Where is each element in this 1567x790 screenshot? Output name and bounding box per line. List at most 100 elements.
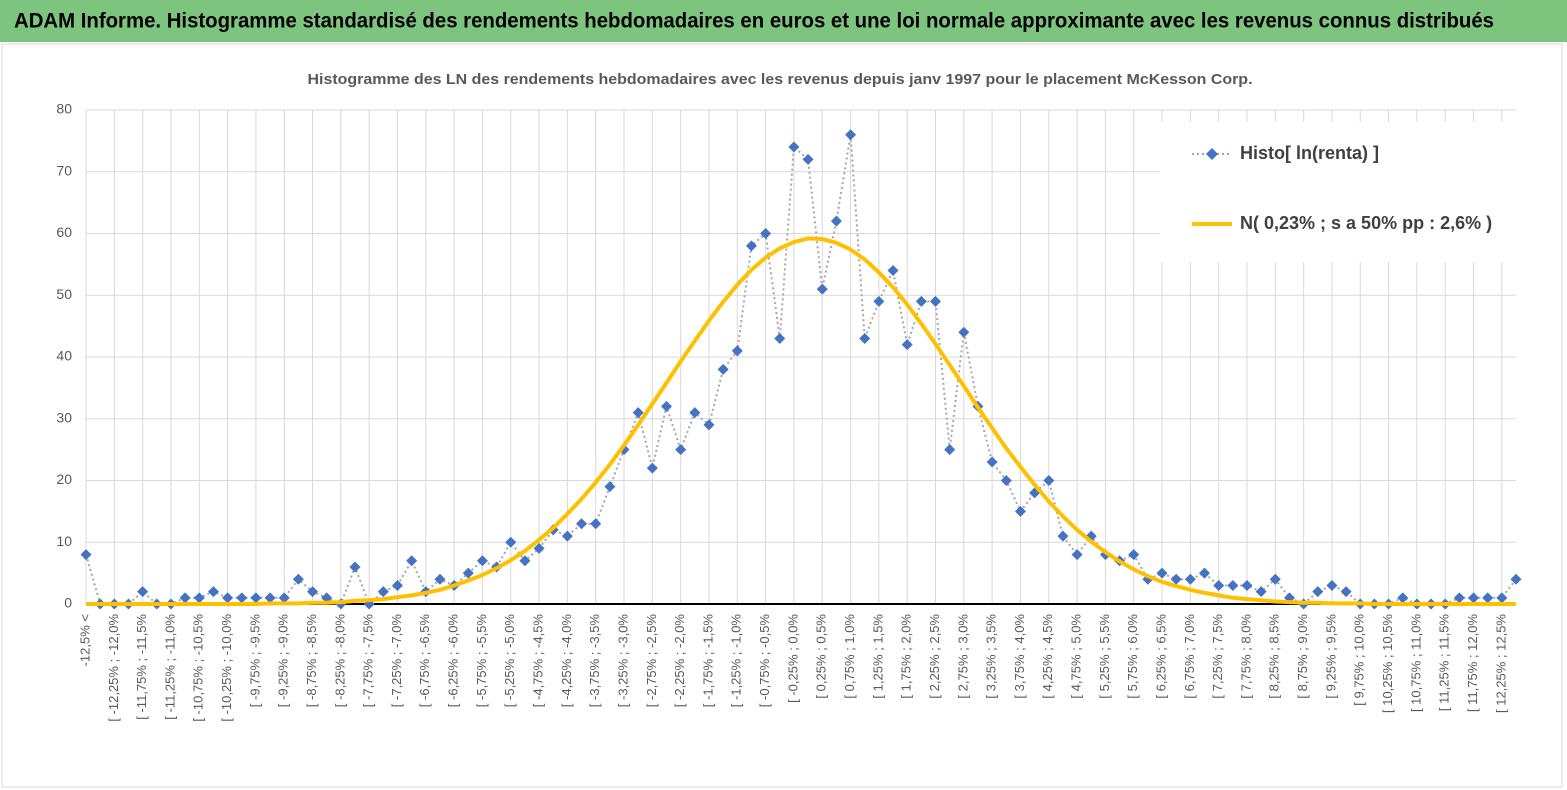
y-tick-label: 50 (56, 286, 72, 302)
data-point (533, 542, 545, 554)
data-point (717, 363, 729, 375)
y-tick-label: 40 (56, 348, 72, 364)
legend-box (1160, 122, 1516, 262)
x-tick-label: [ -2,75% ; -2,5% (644, 614, 659, 708)
data-point (802, 153, 814, 165)
data-point (887, 265, 899, 277)
data-point (1227, 579, 1239, 591)
x-tick-label: [ -6,75% ; -6,5% (417, 614, 432, 708)
data-point (604, 481, 616, 493)
data-point (675, 444, 687, 456)
data-point (561, 530, 573, 542)
data-point (236, 592, 248, 604)
x-tick-label: [ 5,25% ; 5,5% (1097, 614, 1112, 699)
data-point (1057, 530, 1069, 542)
data-point (576, 518, 588, 530)
data-point (250, 592, 262, 604)
data-point (292, 573, 304, 585)
data-point (278, 592, 290, 604)
data-point (1269, 573, 1281, 585)
x-tick-label: [ 3,75% ; 4,0% (1012, 614, 1027, 699)
x-tick-label: [ 9,25% ; 9,5% (1323, 614, 1338, 699)
x-tick-label: [ -11,25% ; -11,0% (162, 614, 177, 720)
x-tick-label: [ -8,25% ; -8,0% (332, 614, 347, 708)
data-point (519, 555, 531, 567)
x-tick-label: [ -1,75% ; -1,5% (700, 614, 715, 708)
data-point (1071, 549, 1083, 561)
x-tick-label: [ -12,25% ; -12,0% (106, 614, 121, 722)
data-point (689, 407, 701, 419)
x-tick-label: [ -4,75% ; -4,5% (531, 614, 546, 708)
data-point (1170, 573, 1182, 585)
data-point (745, 240, 757, 252)
data-point (264, 592, 276, 604)
data-point (590, 518, 602, 530)
data-point (1340, 586, 1352, 598)
x-tick-label: [ -6,25% ; -6,0% (446, 614, 461, 708)
legend-label: N( 0,23% ; s a 50% pp : 2,6% ) (1240, 213, 1492, 233)
data-point (944, 444, 956, 456)
x-tick-label: [ -8,75% ; -8,5% (304, 614, 319, 708)
data-point (632, 407, 644, 419)
data-point (1468, 592, 1480, 604)
x-tick-label: [ -11,75% ; -11,5% (134, 614, 149, 720)
data-point (816, 283, 828, 295)
y-tick-label: 10 (56, 533, 72, 549)
header-title: ADAM Informe. Histogramme standardisé de… (14, 10, 1494, 33)
data-point (1496, 592, 1508, 604)
data-point (646, 462, 658, 474)
legend-marker (1206, 148, 1218, 160)
x-tick-label: [ -7,75% ; -7,5% (361, 614, 376, 708)
x-tick-label: [ 7,75% ; 8,0% (1238, 614, 1253, 699)
data-point (391, 579, 403, 591)
data-point (307, 586, 319, 598)
x-tick-label: [ 8,25% ; 8,5% (1267, 614, 1282, 699)
x-tick-label: [ 5,75% ; 6,0% (1125, 614, 1140, 699)
data-point (207, 586, 219, 598)
x-tick-label: [ -9,25% ; -9,0% (276, 614, 291, 708)
series-line (86, 236, 1516, 606)
header-bar (0, 0, 1567, 42)
x-tick-label: [ -5,75% ; -5,5% (474, 614, 489, 708)
x-tick-label: [ 4,25% ; 4,5% (1040, 614, 1055, 699)
x-tick-label: [ 3,25% ; 3,5% (984, 614, 999, 699)
data-point (321, 592, 333, 604)
data-point (1326, 579, 1338, 591)
data-point (1043, 475, 1055, 486)
x-tick-label: [ -2,25% ; -2,0% (672, 614, 687, 708)
x-tick-label: [ -1,25% ; -1,0% (729, 614, 744, 708)
x-tick-label: [ 2,25% ; 2,5% (927, 614, 942, 699)
x-tick-label: [ 12,25% ; 12,5% (1493, 614, 1508, 713)
data-point (788, 141, 800, 153)
data-point (731, 345, 743, 357)
data-point (377, 586, 389, 598)
data-point (1241, 579, 1253, 591)
data-point (1453, 592, 1465, 604)
x-tick-label: [ 6,75% ; 7,0% (1182, 614, 1197, 699)
x-tick-label: [ 8,75% ; 9,0% (1295, 614, 1310, 699)
legend-label: Histo[ ln(renta) ] (1240, 143, 1379, 163)
data-point (179, 592, 191, 604)
data-point (462, 567, 474, 579)
data-point (901, 339, 913, 351)
data-point (222, 592, 234, 604)
y-tick-label: 30 (56, 409, 72, 425)
data-point (1156, 567, 1168, 579)
data-point (859, 332, 871, 344)
data-point (830, 215, 842, 227)
x-tick-label: [ -0,25% ; 0,0% (785, 614, 800, 703)
data-point (193, 592, 205, 604)
data-point (1199, 567, 1211, 579)
x-tick-label: [ -5,25% ; -5,0% (502, 614, 517, 708)
data-point (873, 295, 885, 307)
data-point (1213, 579, 1225, 591)
data-point (1014, 505, 1026, 517)
data-point (1000, 475, 1012, 486)
y-tick-label: 0 (64, 595, 72, 611)
x-tick-label: [ 6,25% ; 6,5% (1153, 614, 1168, 699)
data-point (137, 586, 149, 598)
data-point (760, 228, 772, 239)
data-point (434, 573, 446, 585)
x-tick-label: [ 10,75% ; 11,0% (1408, 614, 1423, 712)
x-tick-label: [ -10,75% ; -10,5% (191, 614, 206, 722)
